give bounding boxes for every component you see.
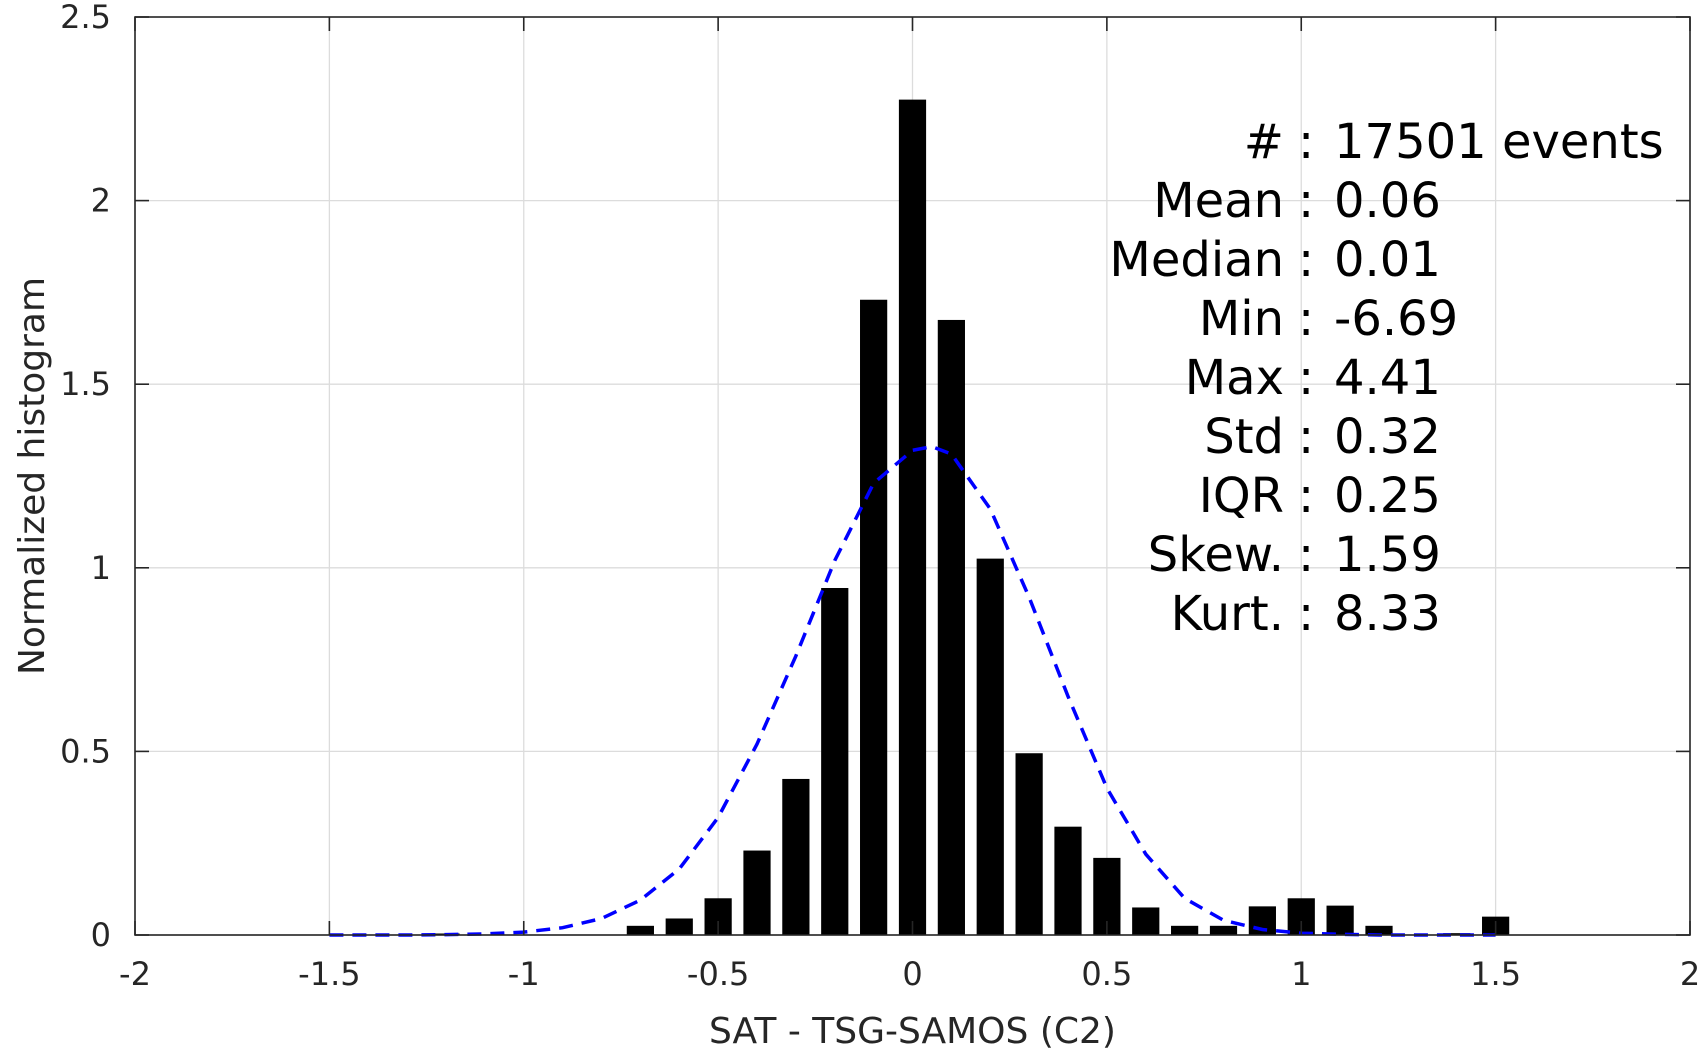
y-axis-ticks: 0 0.5 1 1.5 2 2.5 [60,0,1690,954]
y-tick-label: 0.5 [60,732,111,770]
stat-label: Min [1199,291,1284,347]
stat-separator: : [1298,527,1314,583]
x-axis-ticks: -2 -1.5 -1 -0.5 0 0.5 1 1.5 2 [119,17,1700,993]
stat-label: Skew. [1148,527,1284,583]
x-tick-label: 1 [1291,955,1311,993]
stat-separator: : [1298,232,1314,288]
x-tick-label: -1.5 [298,955,360,993]
x-tick-label: 0.5 [1081,955,1132,993]
stat-value: 0.06 [1334,173,1441,229]
histogram-bar [1209,925,1238,935]
stat-value: -6.69 [1334,291,1458,347]
histogram-bar [1054,826,1082,935]
y-tick-label: 0 [91,916,111,954]
x-tick-label: 0 [902,955,922,993]
stat-value: 0.32 [1334,409,1441,465]
stat-label: Median [1109,232,1284,288]
histogram-bar [1365,925,1393,935]
histogram-bar [1015,753,1043,935]
stat-label: IQR [1199,468,1284,524]
histogram-bar [1132,907,1160,935]
histogram-bar [821,587,849,935]
stat-value: 4.41 [1334,350,1441,406]
stat-separator: : [1298,350,1314,406]
stat-value: 17501 events [1334,114,1664,170]
stat-label: Std [1204,409,1284,465]
histogram-bar [665,918,693,935]
stat-separator: : [1298,468,1314,524]
stat-separator: : [1298,291,1314,347]
histogram-bar [743,850,771,935]
histogram-bar [976,558,1004,935]
stat-label: Kurt. [1171,586,1284,642]
x-tick-label: -0.5 [687,955,749,993]
histogram-bar [1443,933,1471,935]
histogram-bar [1326,905,1354,935]
stat-separator: : [1298,409,1314,465]
y-tick-label: 1 [91,549,111,587]
stat-separator: : [1298,173,1314,229]
y-tick-label: 2 [91,182,111,220]
y-tick-label: 2.5 [60,0,111,36]
histogram-bar [1171,925,1199,935]
fit-curve [329,444,1496,937]
x-tick-label: -1 [508,955,540,993]
histogram-bar [937,319,965,935]
x-tick-label: 1.5 [1470,955,1521,993]
x-tick-label: 2 [1680,955,1700,993]
stat-value: 8.33 [1334,586,1441,642]
histogram-bar [860,299,888,935]
stat-separator: : [1298,586,1314,642]
y-axis-label: Normalized histogram [12,277,53,675]
stat-value: 1.59 [1334,527,1441,583]
y-tick-label: 1.5 [60,365,111,403]
stat-label: Max [1185,350,1284,406]
histogram-bars [432,99,1510,936]
histogram-bar [782,778,810,935]
histogram-bar [626,925,654,935]
x-tick-label: -2 [119,955,151,993]
stat-value: 0.25 [1334,468,1441,524]
x-axis-label: SAT - TSG-SAMOS (C2) [709,1011,1116,1052]
stat-value: 0.01 [1334,232,1441,288]
histogram-bar [898,99,927,936]
stat-label: Mean [1153,173,1284,229]
stat-label: # [1244,114,1284,170]
stat-separator: : [1298,114,1314,170]
